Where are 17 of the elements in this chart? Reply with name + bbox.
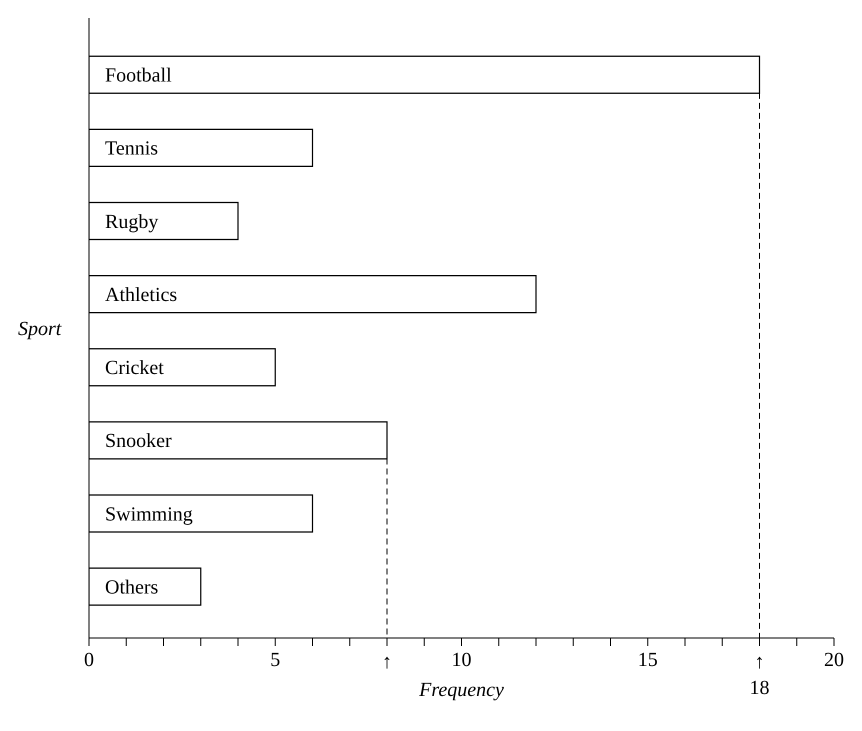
y-axis-title: Sport <box>18 318 62 340</box>
y-tick-label: Tennis <box>105 138 158 160</box>
x-tick-label: 20 <box>824 649 844 672</box>
x-tick-label: 15 <box>638 649 658 672</box>
y-tick-label: Others <box>105 576 159 598</box>
x-axis-title: Frequency <box>418 679 504 701</box>
y-tick-label: Snooker <box>105 430 172 452</box>
y-tick-label: Athletics <box>105 284 178 306</box>
x-tick-label: 5 <box>270 649 280 672</box>
y-tick-label: Football <box>105 64 172 87</box>
ref-line-label: ↑ 18 <box>750 651 770 699</box>
x-tick-label: 10 <box>452 649 472 672</box>
y-tick-label: Swimming <box>105 503 193 526</box>
ref-line-label: ↑ <box>382 651 392 673</box>
y-tick-label: Cricket <box>105 357 164 380</box>
x-tick-label: 0 <box>84 649 94 672</box>
y-tick-label: Rugby <box>105 210 158 233</box>
